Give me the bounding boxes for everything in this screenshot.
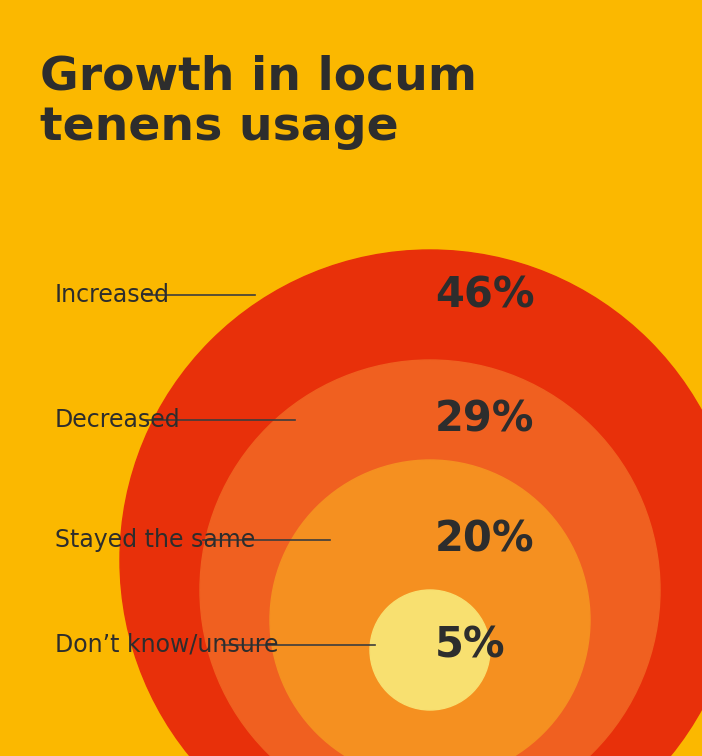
Text: 5%: 5% — [435, 624, 505, 666]
Text: 46%: 46% — [435, 274, 535, 316]
Text: Don’t know/unsure: Don’t know/unsure — [55, 633, 279, 657]
Text: Increased: Increased — [55, 283, 170, 307]
Text: 29%: 29% — [435, 399, 534, 441]
Circle shape — [200, 360, 660, 756]
Text: Growth in locum
tenens usage: Growth in locum tenens usage — [40, 55, 477, 150]
Text: 20%: 20% — [435, 519, 535, 561]
Circle shape — [370, 590, 490, 710]
Circle shape — [270, 460, 590, 756]
Circle shape — [120, 250, 702, 756]
Text: Decreased: Decreased — [55, 408, 180, 432]
Text: Stayed the same: Stayed the same — [55, 528, 256, 552]
